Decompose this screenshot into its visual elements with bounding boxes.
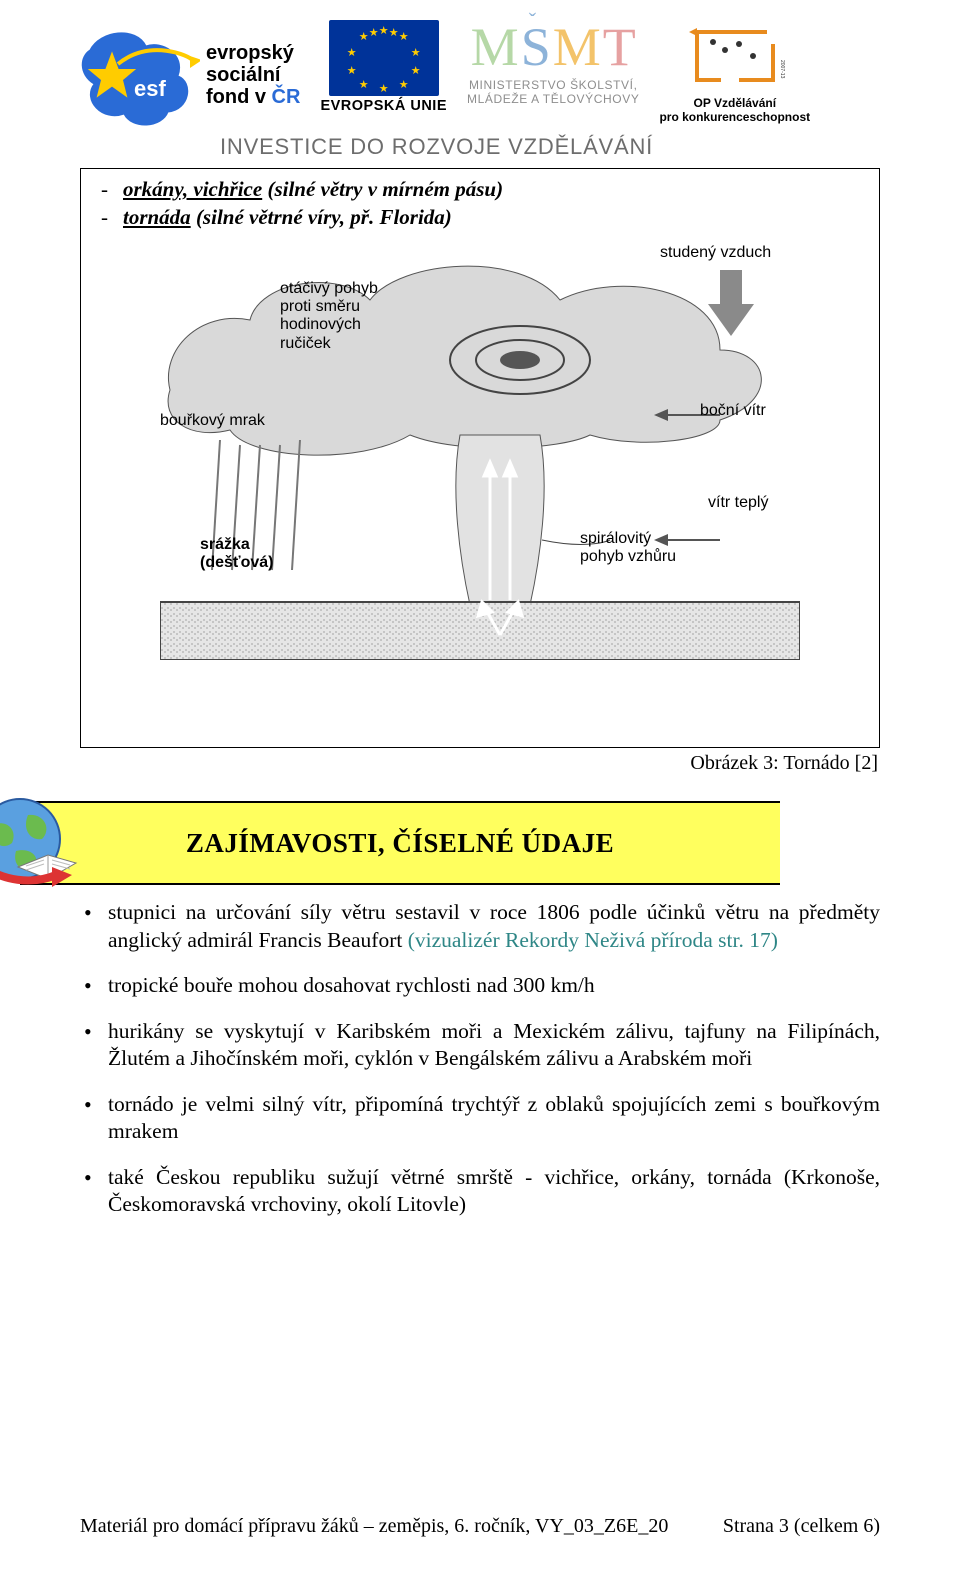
content-box: orkány, vichřice (silné větry v mírném p…: [80, 168, 880, 748]
lbl-otacivy: otáčivý pohybproti směruhodinovýchručiče…: [280, 280, 378, 354]
fact-5: také Českou republiku sužují větrné smrš…: [80, 1164, 880, 1219]
op-logo-icon: 2007-13: [685, 20, 785, 94]
fact-2: tropické bouře mohou dosahovat rychlosti…: [80, 972, 880, 1000]
b2-underlined: tornáda: [123, 205, 191, 229]
page-footer: Materiál pro domácí přípravu žáků – země…: [80, 1515, 880, 1538]
logo-header: esf evropský sociální fond v ČR ★ ★ ★ ★ …: [80, 20, 880, 130]
svg-text:2007-13: 2007-13: [779, 60, 785, 79]
op-line1: OP Vzdělávání: [694, 96, 776, 110]
op-line2: pro konkurenceschopnost: [659, 110, 810, 124]
lbl-bourkovy: bouřkový mrak: [160, 412, 265, 430]
esf-text: evropský sociální fond v ČR: [206, 42, 300, 108]
globe-book-icon: [0, 795, 80, 895]
wind-type-orkany: orkány, vichřice (silné větry v mírném p…: [123, 175, 865, 203]
svg-text:esf: esf: [134, 76, 166, 101]
msmt-line2: MLÁDEŽE A TĚLOVÝCHOVY: [467, 92, 639, 106]
esf-line2: sociální: [206, 64, 280, 86]
msmt-logo-icon: MSˇMT: [471, 20, 636, 74]
lbl-srazka: srážka(dešťová): [200, 536, 273, 573]
diagram-svg: [160, 240, 800, 660]
fact-1-teal: (vizualizér Rekordy Neživá příroda str. …: [408, 928, 778, 952]
fact-4: tornádo je velmi silný vítr, připomíná t…: [80, 1091, 880, 1146]
esf-logo-block: esf evropský sociální fond v ČR: [80, 20, 300, 130]
footer-left: Materiál pro domácí přípravu žáků – země…: [80, 1515, 668, 1538]
wind-type-tornada: tornáda (silné větrné víry, př. Florida): [123, 203, 865, 231]
eu-logo-block: ★ ★ ★ ★ ★ ★ ★ ★ ★ ★ ★ ★ EVROPSKÁ UNIE: [320, 20, 447, 114]
footer-right: Strana 3 (celkem 6): [723, 1515, 880, 1538]
eu-label: EVROPSKÁ UNIE: [320, 98, 447, 114]
b2-rest: (silné větrné víry, př. Florida): [191, 205, 452, 229]
esf-line3-a: fond v: [206, 86, 272, 108]
lbl-spiral: spirálovitýpohyb vzhůru: [580, 530, 676, 567]
msmt-text: MINISTERSTVO ŠKOLSTVÍ, MLÁDEŽE A TĚLOVÝC…: [467, 78, 639, 106]
banner-title: ZAJÍMAVOSTI, ČÍSELNÉ ÚDAJE: [186, 828, 614, 859]
esf-line3-b: ČR: [272, 86, 301, 108]
tornado-diagram: otáčivý pohybproti směruhodinovýchručiče…: [160, 240, 800, 660]
esf-logo-icon: esf: [80, 20, 200, 130]
fact-3: hurikány se vyskytují v Karibském moři a…: [80, 1018, 880, 1073]
lbl-tepl: vítr teplý: [708, 494, 768, 512]
facts-list: stupnici na určování síly větru sestavil…: [80, 899, 880, 1219]
b1-underlined: orkány, vichřice: [123, 177, 262, 201]
msmt-logo-block: MSˇMT MINISTERSTVO ŠKOLSTVÍ, MLÁDEŽE A T…: [467, 20, 639, 106]
op-text: OP Vzdělávání pro konkurenceschopnost: [659, 96, 810, 125]
invest-line: INVESTICE DO ROZVOJE VZDĚLÁVÁNÍ: [220, 134, 880, 160]
wind-types-list: orkány, vichřice (silné větry v mírném p…: [95, 175, 865, 232]
lbl-studeny: studený vzduch: [660, 244, 771, 262]
figure-caption: Obrázek 3: Tornádo [2]: [80, 752, 878, 775]
eu-flag-icon: ★ ★ ★ ★ ★ ★ ★ ★ ★ ★ ★ ★: [329, 20, 439, 96]
lbl-bocni: boční vítr: [700, 402, 766, 420]
op-logo-block: 2007-13 OP Vzdělávání pro konkurencescho…: [659, 20, 810, 125]
esf-line1: evropský: [206, 42, 294, 64]
fact-1: stupnici na určování síly větru sestavil…: [80, 899, 880, 954]
b1-rest: (silné větry v mírném pásu): [262, 177, 503, 201]
msmt-line1: MINISTERSTVO ŠKOLSTVÍ,: [469, 78, 638, 92]
zajimavosti-banner: ZAJÍMAVOSTI, ČÍSELNÉ ÚDAJE: [20, 801, 780, 885]
